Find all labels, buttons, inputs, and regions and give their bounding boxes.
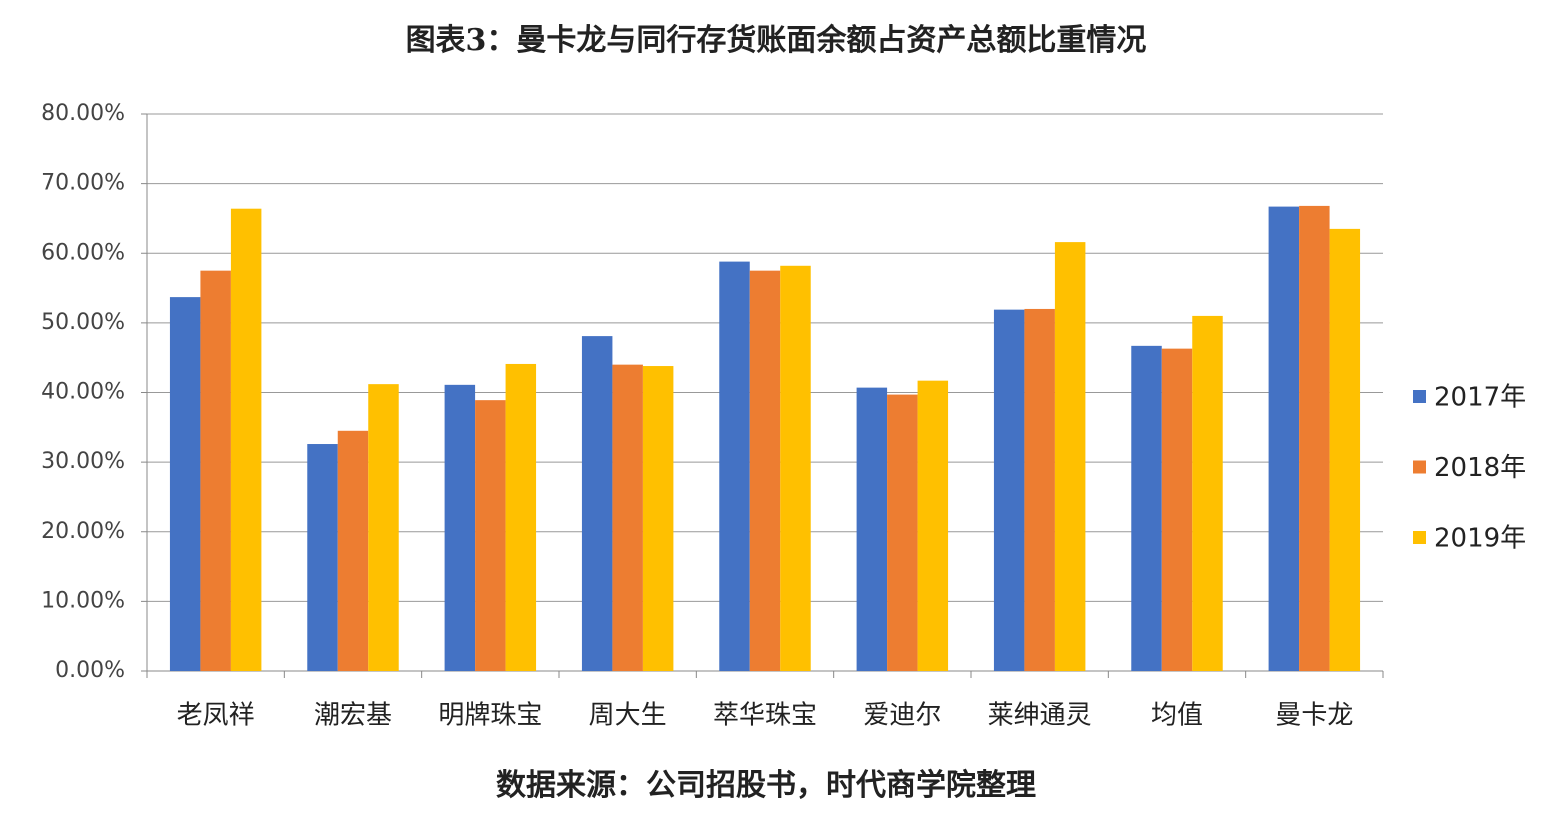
x-tick-label: 老凤祥 — [177, 701, 255, 731]
bar — [444, 384, 476, 671]
chart-title: 图表3：曼卡龙与同行存货账面余额占资产总额比重情况 — [406, 23, 1147, 58]
bar — [749, 270, 781, 671]
legend-label: 2017年 — [1434, 383, 1526, 413]
bar — [200, 270, 231, 671]
bar — [307, 444, 338, 671]
x-tick-label: 周大生 — [589, 701, 667, 731]
y-tick-label: 70.00% — [41, 171, 125, 196]
bar — [368, 384, 399, 671]
bar — [612, 364, 643, 671]
bar — [1024, 308, 1055, 671]
bar — [780, 265, 811, 671]
bar — [1268, 206, 1300, 671]
x-tick-label: 爱迪尔 — [863, 701, 941, 731]
bar — [856, 387, 888, 671]
legend-label: 2019年 — [1434, 524, 1526, 554]
x-tick-label: 萃华珠宝 — [713, 701, 817, 731]
x-tick-label: 潮宏基 — [314, 701, 392, 731]
bar — [1054, 242, 1086, 672]
bar — [1192, 315, 1223, 671]
bar — [1299, 205, 1330, 671]
y-tick-label: 60.00% — [41, 240, 125, 265]
legend-label: 2018年 — [1434, 453, 1526, 483]
x-tick-label: 曼卡龙 — [1275, 701, 1353, 731]
bar — [505, 363, 537, 671]
legend-swatch — [1413, 531, 1426, 544]
y-tick-label: 10.00% — [41, 588, 125, 613]
bar — [719, 261, 750, 671]
x-tick-label: 均值 — [1151, 701, 1203, 731]
y-tick-label: 30.00% — [41, 449, 125, 474]
bar — [581, 336, 613, 671]
bar — [917, 380, 949, 671]
y-tick-label: 80.00% — [41, 101, 125, 126]
bar — [1329, 228, 1361, 671]
bar — [475, 400, 506, 671]
bar — [230, 208, 262, 671]
legend-swatch — [1413, 460, 1426, 474]
bar — [642, 366, 674, 671]
y-tick-label: 40.00% — [41, 380, 125, 405]
x-tick-label: 明牌珠宝 — [438, 701, 542, 731]
bar — [1131, 345, 1162, 671]
x-tick-label: 莱绅通灵 — [988, 701, 1092, 731]
bar — [337, 430, 369, 671]
bar — [887, 394, 918, 671]
y-tick-label: 0.00% — [55, 658, 125, 683]
bar — [1161, 348, 1193, 671]
bar — [993, 309, 1025, 671]
y-tick-label: 50.00% — [41, 310, 125, 335]
y-tick-label: 20.00% — [41, 519, 125, 544]
source-note: 数据来源：公司招股书，时代商学院整理 — [496, 768, 1036, 803]
bar — [169, 297, 201, 671]
legend-swatch — [1413, 390, 1426, 403]
